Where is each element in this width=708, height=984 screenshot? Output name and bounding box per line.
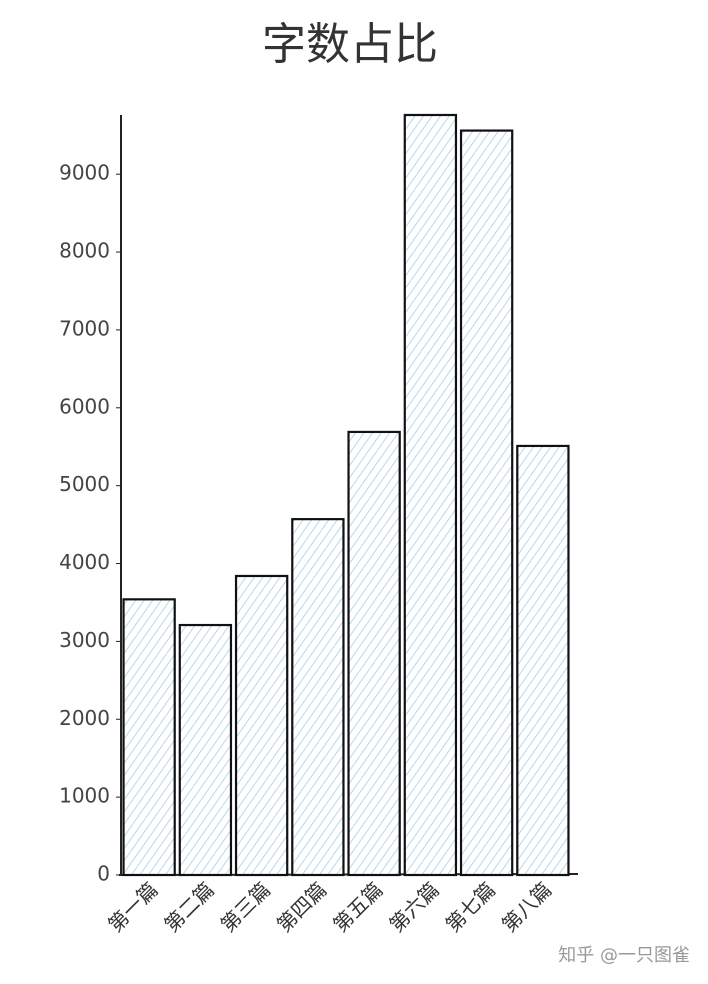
x-tick-label: 第四篇 (272, 877, 331, 936)
x-tick-label: 第三篇 (216, 877, 275, 936)
x-tick-label: 第六篇 (384, 877, 443, 936)
y-tick-label: 3000 (59, 628, 110, 652)
y-tick-label: 6000 (59, 394, 110, 418)
x-tick-label: 第七篇 (441, 877, 500, 936)
x-tick-label: 第二篇 (159, 877, 218, 936)
y-tick-label: 7000 (59, 316, 110, 340)
bar (347, 430, 401, 877)
x-tick-label: 第一篇 (103, 877, 162, 936)
x-tick-label: 第八篇 (497, 877, 556, 936)
y-tick-label: 2000 (59, 706, 110, 730)
y-tick-label: 0 (97, 862, 110, 886)
bar (516, 444, 570, 877)
x-tick-label: 第五篇 (328, 877, 387, 936)
y-tick-label: 4000 (59, 550, 110, 574)
chart-title: 字数占比 (262, 19, 438, 70)
y-tick-label: 1000 (59, 784, 110, 808)
bar (234, 574, 289, 877)
bar (403, 113, 458, 877)
y-tick-label: 9000 (59, 161, 110, 185)
bar (291, 518, 345, 877)
y-tick-label: 8000 (59, 239, 110, 263)
bar (459, 129, 514, 877)
y-tick-label: 5000 (59, 472, 110, 496)
bar (178, 623, 233, 877)
bar (122, 598, 176, 877)
watermark: 知乎 @一只图雀 (558, 945, 690, 966)
